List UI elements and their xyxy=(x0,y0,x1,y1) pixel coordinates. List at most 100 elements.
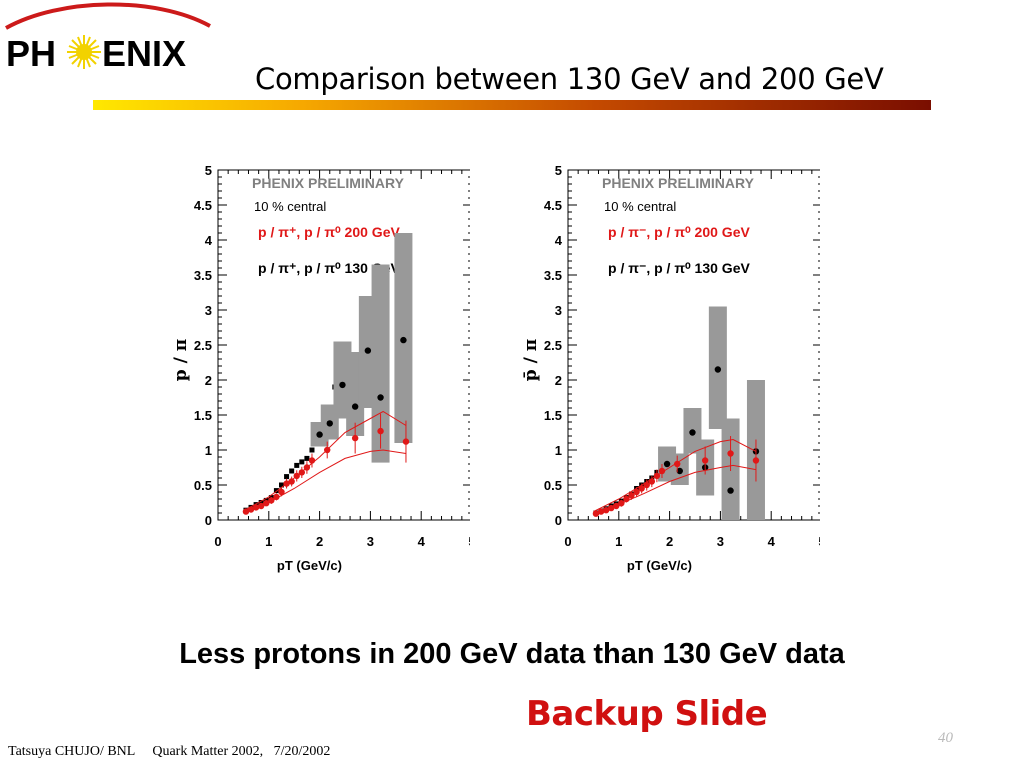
y-tick-label: 0 xyxy=(555,513,562,528)
band-lower-line xyxy=(593,464,757,515)
x-tick-label: 0 xyxy=(564,534,571,549)
y-tick-label: 0.5 xyxy=(544,478,562,493)
x-axis-label: pT (GeV/c) xyxy=(277,558,342,573)
y-tick-label: 3 xyxy=(555,303,562,318)
band-lower-line xyxy=(243,449,407,514)
chart-left: 0 0.5 1 1.5 2 2.5 3 3.5 4 4.5 5 0 1 2 3 4 5 pT (GeV/c) p /… xyxy=(171,163,470,573)
data-point-circle xyxy=(351,434,359,442)
preliminary-label: PHENIX PRELIMINARY xyxy=(252,175,405,191)
band-upper-line xyxy=(243,410,407,512)
y-tick-label: 4 xyxy=(555,233,563,248)
data-point-circle xyxy=(377,394,384,401)
logo-swoosh xyxy=(5,2,211,30)
y-tick-label: 1.5 xyxy=(544,408,562,423)
data-point-square xyxy=(289,468,295,474)
data-point-circle xyxy=(351,403,359,410)
x-tick-label: 2 xyxy=(666,534,673,549)
data-point-circle xyxy=(278,488,285,496)
data-point-square xyxy=(294,462,300,468)
data-point-circle xyxy=(714,366,722,373)
data-point-circle xyxy=(377,427,384,435)
legend-entry: p / π⁺, p / π⁰ 200 GeV xyxy=(258,224,400,240)
y-tick-label: 0.5 xyxy=(194,478,212,493)
logo-sun-icon xyxy=(67,35,101,69)
data-point-circle xyxy=(288,478,295,485)
data-point-circle xyxy=(400,336,407,344)
data-point-square xyxy=(304,455,310,461)
centrality-label: 10 % central xyxy=(254,199,326,214)
page-number: 40 xyxy=(938,730,953,746)
x-axis-label: pT (GeV/c) xyxy=(627,558,692,573)
band-upper-line xyxy=(593,438,757,513)
y-tick-label: 1.5 xyxy=(194,408,212,423)
x-tick-label: 3 xyxy=(367,534,374,549)
legend-entry: p / π⁻, p / π⁰ 200 GeV xyxy=(608,224,750,240)
chart-panel-left: 0 0.5 1 1.5 2 2.5 3 3.5 4 4.5 5 0 1 2 3 4 5 pT (GeV/c) p /… xyxy=(170,150,470,580)
x-tick-label: 3 xyxy=(717,534,724,549)
data-point-circle xyxy=(326,420,333,427)
data-point-circle xyxy=(752,457,760,464)
data-point-square xyxy=(279,482,284,488)
x-tick-label: 4 xyxy=(768,534,776,549)
x-tick-label: 0 xyxy=(214,534,221,549)
data-point-circle xyxy=(727,450,734,457)
x-tick-label: 4 xyxy=(418,534,426,549)
title-underline-bar xyxy=(93,100,931,110)
data-point-square xyxy=(309,447,315,453)
slide-title: Comparison between 130 GeV and 200 GeV xyxy=(255,62,884,96)
y-tick-label: 3 xyxy=(205,303,212,318)
footer-text: Tatsuya CHUJO/ BNL Quark Matter 2002, 7/… xyxy=(8,744,331,759)
logo-text-right: ENIX xyxy=(102,33,186,74)
y-tick-label: 3.5 xyxy=(544,268,562,283)
data-point-square xyxy=(284,474,290,480)
phenix-logo: PH ENIX xyxy=(0,0,215,78)
x-tick-label: 1 xyxy=(615,534,622,549)
data-point-circle xyxy=(674,460,681,468)
chart-right: 0 0.5 1 1.5 2 2.5 3 3.5 4 4.5 5 0 1 2 3 4 5 pT (GeV/c) p̄ … xyxy=(521,163,820,573)
data-point-circle xyxy=(316,431,323,438)
y-tick-label: 2 xyxy=(555,373,562,388)
y-axis-label: p̄ / π xyxy=(521,339,541,381)
centrality-label: 10 % central xyxy=(604,199,676,214)
backup-slide-label: Backup Slide xyxy=(526,694,768,734)
y-tick-label: 5 xyxy=(205,163,212,178)
data-point-circle xyxy=(689,429,696,436)
y-axis-label: p / π xyxy=(171,339,191,381)
plot-frame xyxy=(567,169,820,521)
y-tick-label: 5 xyxy=(555,163,562,178)
data-point-circle xyxy=(402,438,410,445)
y-tick-label: 4.5 xyxy=(544,198,562,213)
data-point-circle xyxy=(676,467,683,475)
data-point-circle xyxy=(633,488,640,496)
x-tick-label: 5 xyxy=(818,534,820,549)
legend-entry: p / π⁺, p / π⁰ 130 GeV xyxy=(258,260,400,276)
x-tick-label: 1 xyxy=(265,534,272,549)
logo-text-left: PH xyxy=(6,33,56,74)
y-tick-label: 4 xyxy=(205,233,213,248)
data-point-circle xyxy=(628,492,635,499)
x-tick-label: 2 xyxy=(316,534,323,549)
data-point-square xyxy=(258,500,264,505)
data-point-circle xyxy=(364,347,372,354)
y-tick-label: 1 xyxy=(205,443,212,458)
y-tick-label: 3.5 xyxy=(194,268,212,283)
data-point-circle xyxy=(663,460,671,468)
chart-panel-right: 0 0.5 1 1.5 2 2.5 3 3.5 4 4.5 5 0 1 2 3 4 5 pT (GeV/c) p̄ … xyxy=(520,150,820,580)
data-point-circle xyxy=(701,457,709,464)
data-point-square xyxy=(273,488,279,494)
data-point-circle xyxy=(339,381,346,389)
x-tick-label: 5 xyxy=(468,534,470,549)
data-point-circle xyxy=(273,493,280,501)
data-point-circle xyxy=(658,467,666,475)
data-point-square xyxy=(299,459,305,465)
preliminary-label: PHENIX PRELIMINARY xyxy=(602,175,755,191)
slide-caption: Less protons in 200 GeV data than 130 Ge… xyxy=(179,638,845,670)
y-tick-label: 2 xyxy=(205,373,212,388)
y-tick-label: 4.5 xyxy=(194,198,212,213)
y-tick-label: 2.5 xyxy=(194,338,212,353)
y-tick-label: 1 xyxy=(555,443,562,458)
data-point-circle xyxy=(727,487,734,494)
y-tick-label: 2.5 xyxy=(544,338,562,353)
legend-entry: p / π⁻, p / π⁰ 130 GeV xyxy=(608,260,750,276)
y-tick-label: 0 xyxy=(205,513,212,528)
